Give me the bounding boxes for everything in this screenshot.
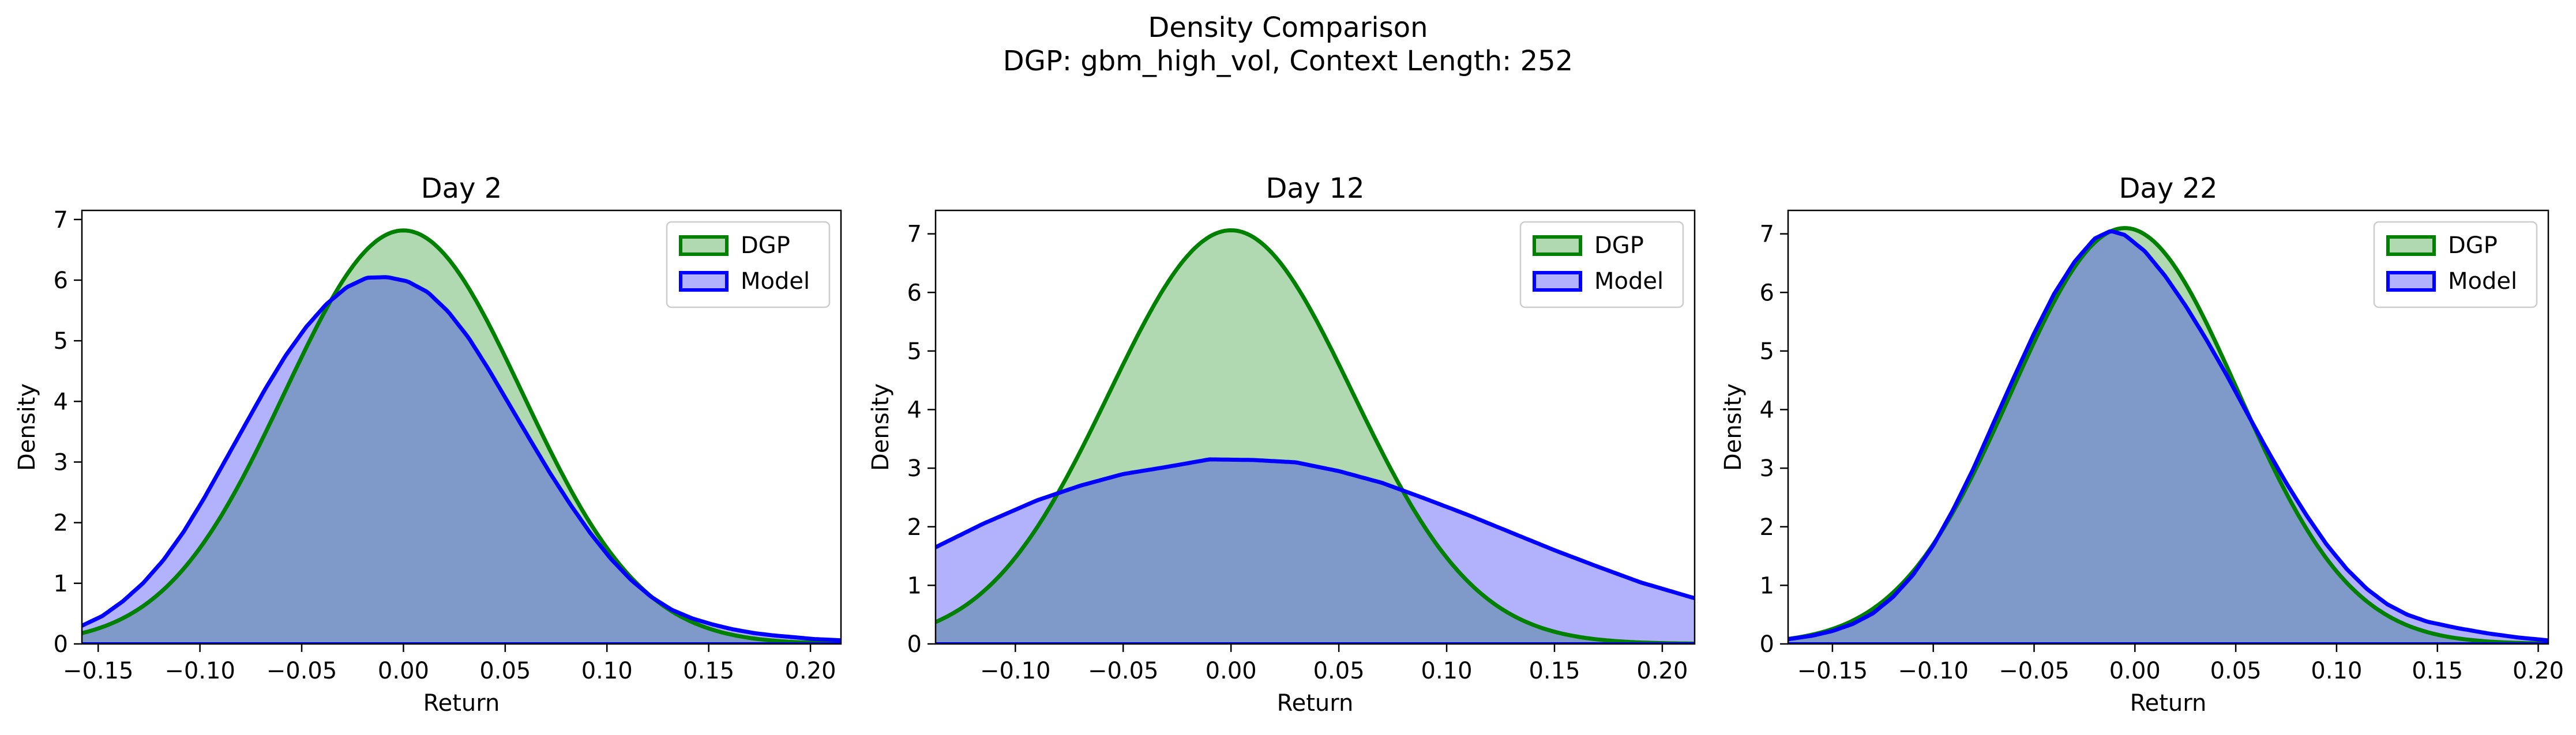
legend: DGP Model (2373, 221, 2538, 308)
x-tick-label: −0.05 (1999, 658, 2070, 684)
x-tick-label: 0.05 (1313, 658, 1365, 684)
density-panel-2: −0.10 −0.05 0.00 0.05 0.10 0.15 0.20 0 1 2 3 4 5 6 7 Da… (868, 172, 1696, 717)
panel-title: Day 2 (421, 172, 502, 205)
x-axis-label: Return (423, 690, 500, 717)
x-axis-label: Return (2130, 690, 2207, 717)
density-panel-1: −0.15 −0.10 −0.05 0.00 0.05 0.10 0.15 0.20 0 1 2 3 4… (14, 172, 842, 717)
x-tick-label: −0.10 (1898, 658, 1969, 684)
y-tick-label: 7 (54, 207, 68, 233)
y-tick-label: 1 (54, 571, 68, 597)
legend-label-model: Model (1594, 268, 1663, 295)
y-tick-label: 3 (907, 455, 922, 482)
plot-area (1788, 226, 2548, 644)
x-tick-label: 0.20 (1636, 658, 1688, 684)
legend: DGP Model (1519, 221, 1684, 308)
y-tick-label: 6 (907, 280, 922, 306)
x-tick-label: −0.05 (1088, 658, 1159, 684)
y-tick-label: 4 (907, 397, 922, 424)
overlap-density-fill (82, 277, 841, 644)
y-axis-label: Density (868, 383, 894, 471)
model-density-line (82, 275, 841, 643)
y-axis-label: Density (14, 383, 40, 471)
x-tick-label: 0.00 (2109, 658, 2161, 684)
x-tick-label: 0.05 (2210, 658, 2262, 684)
model-density-line (936, 457, 1695, 601)
y-tick-label: 1 (1760, 572, 1774, 599)
y-tick-label: 0 (54, 631, 68, 658)
y-tick-label: 2 (907, 514, 922, 541)
legend-label-model: Model (2448, 268, 2517, 295)
plot-area (82, 228, 841, 644)
plot-area (936, 228, 1695, 644)
x-tick-label: 0.15 (683, 658, 734, 684)
y-axis-label: Density (1720, 383, 1747, 471)
overlap-density-fill (936, 459, 1695, 644)
dgp-density-line (82, 228, 841, 644)
legend-label-dgp: DGP (1594, 232, 1644, 259)
x-tick-label: −0.10 (980, 658, 1051, 684)
axes-frame (81, 209, 842, 645)
x-tick-label: 0.00 (378, 658, 429, 684)
overlap-density-fill (1788, 231, 2548, 644)
y-tick-label: 0 (907, 631, 922, 658)
x-tick-label: 0.20 (785, 658, 836, 684)
y-tick-label: 2 (1760, 514, 1774, 541)
x-tick-label: 0.20 (2513, 658, 2564, 684)
y-tick-label: 7 (907, 221, 922, 248)
y-tick-label: 4 (54, 389, 68, 415)
dgp-density-line (936, 228, 1695, 644)
x-tick-label: 0.15 (2412, 658, 2463, 684)
x-tick-label: 0.10 (1421, 658, 1473, 684)
y-tick-label: 2 (54, 510, 68, 537)
legend-swatch-dgp (679, 235, 729, 256)
panel-title: Day 22 (2119, 172, 2217, 205)
legend-swatch-dgp (2386, 235, 2436, 256)
x-tick-label: 0.10 (2311, 658, 2362, 684)
y-tick-label: 5 (54, 328, 68, 355)
density-panel-3: −0.15 −0.10 −0.05 0.00 0.05 0.10 0.15 0.20 0 1 2 3 4… (1720, 172, 2564, 717)
y-tick-label: 3 (54, 449, 68, 476)
x-tick-label: 0.15 (1529, 658, 1580, 684)
x-axis-label: Return (1277, 690, 1354, 717)
figure-title-line2: DGP: gbm_high_vol, Context Length: 252 (1003, 45, 1573, 77)
y-tick-label: 6 (1760, 280, 1774, 306)
x-tick-label: −0.05 (266, 658, 337, 684)
x-tick-label: −0.10 (164, 658, 235, 684)
axes-frame (1787, 209, 2549, 645)
model-density-line (1788, 229, 2548, 643)
x-tick-label: −0.15 (63, 658, 134, 684)
x-tick-label: 0.10 (581, 658, 633, 684)
legend-swatch-model (2386, 271, 2436, 292)
y-tick-label: 7 (1760, 221, 1774, 248)
legend-label-model: Model (741, 268, 810, 295)
legend: DGP Model (666, 221, 831, 308)
legend-swatch-dgp (1533, 235, 1582, 256)
y-tick-label: 3 (1760, 455, 1774, 482)
x-tick-label: 0.05 (479, 658, 531, 684)
y-tick-label: 6 (54, 267, 68, 294)
y-tick-label: 5 (1760, 338, 1774, 365)
x-tick-label: 0.00 (1206, 658, 1257, 684)
y-tick-label: 4 (1760, 397, 1774, 424)
panel-title: Day 12 (1266, 172, 1364, 205)
legend-label-dgp: DGP (741, 232, 790, 259)
figure-title-line1: Density Comparison (1148, 12, 1428, 44)
axes-frame (934, 209, 1696, 645)
legend-swatch-model (679, 271, 729, 292)
y-tick-label: 5 (907, 338, 922, 365)
x-tick-label: −0.15 (1797, 658, 1868, 684)
y-tick-label: 1 (907, 572, 922, 599)
legend-swatch-model (1533, 271, 1582, 292)
legend-label-dgp: DGP (2448, 232, 2498, 259)
y-tick-label: 0 (1760, 631, 1774, 658)
